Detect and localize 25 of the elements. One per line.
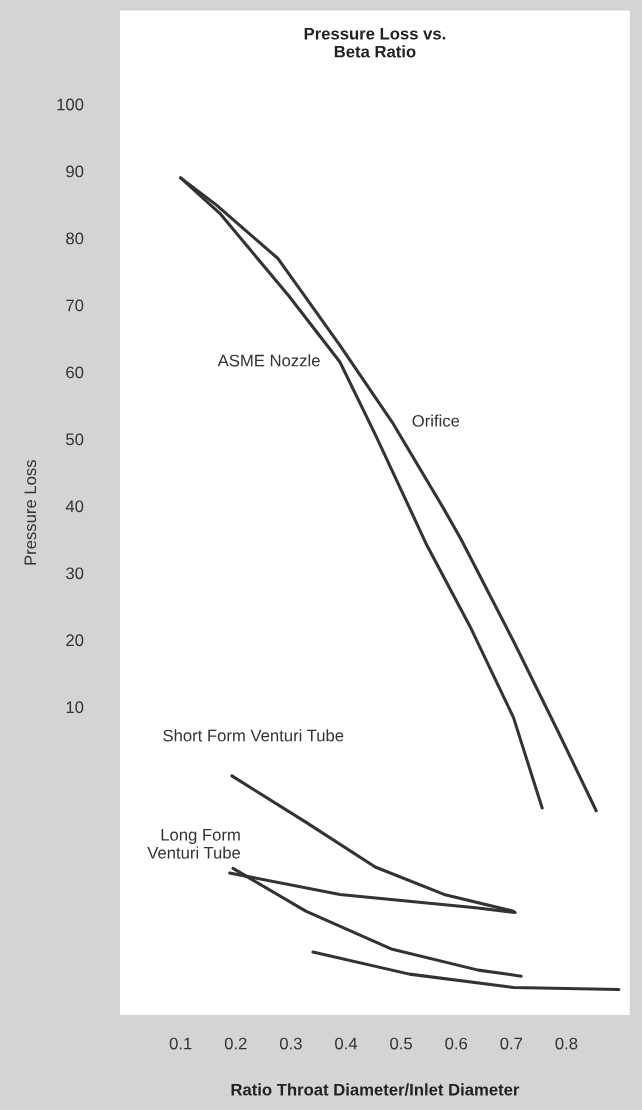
series-label: Orifice xyxy=(412,414,460,427)
x-tick-label: 0.4 xyxy=(335,1037,358,1050)
y-tick-label: 50 xyxy=(66,433,84,446)
y-tick-label: 30 xyxy=(66,567,84,580)
series-label: Long Form Venturi Tube xyxy=(147,829,241,859)
y-tick-label: 70 xyxy=(66,299,84,312)
x-tick-label: 0.8 xyxy=(555,1037,578,1050)
x-tick-label: 0.3 xyxy=(279,1037,302,1050)
y-tick-label: 10 xyxy=(66,701,84,714)
y-tick-label: 20 xyxy=(66,634,84,647)
series-label: ASME Nozzle xyxy=(217,354,320,367)
text: Pressure Loss vs. Beta Ratio xyxy=(304,27,446,58)
y-axis-title: Pressure Loss xyxy=(24,460,37,565)
x-tick-label: 0.7 xyxy=(500,1037,523,1050)
x-tick-label: 0.1 xyxy=(169,1037,192,1050)
y-tick-label: 100 xyxy=(57,98,84,111)
text: Short Form Venturi Tube xyxy=(163,729,344,742)
y-tick-label: 80 xyxy=(66,232,84,245)
y-tick-label: 90 xyxy=(66,165,84,178)
x-axis-title: Ratio Throat Diameter/Inlet Diameter xyxy=(231,1083,520,1096)
x-tick-label: 0.2 xyxy=(224,1037,247,1050)
x-tick-label: 0.5 xyxy=(390,1037,412,1050)
x-tick-label: 0.6 xyxy=(445,1037,468,1050)
y-tick-label: 60 xyxy=(66,366,84,379)
y-tick-label: 40 xyxy=(65,500,84,513)
